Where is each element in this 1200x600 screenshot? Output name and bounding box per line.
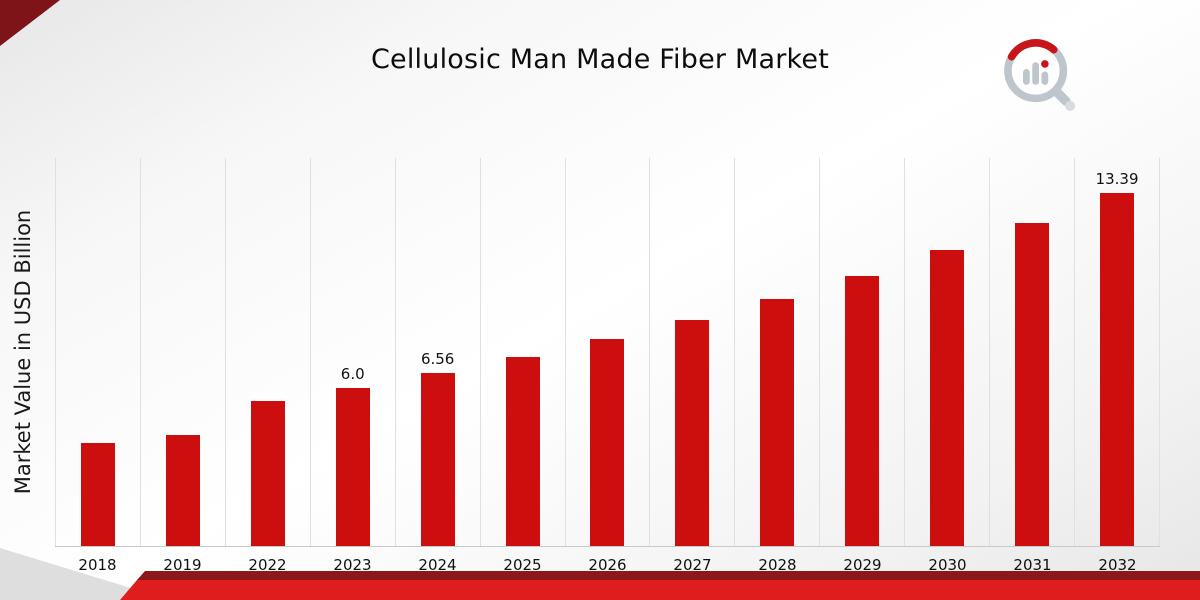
chart-column-2030: [904, 158, 989, 546]
bar-value-label-2023: 6.0: [340, 364, 365, 383]
x-tick-label-2024: 2024: [418, 556, 457, 574]
chart-column-2023: 6.0: [309, 158, 395, 546]
bar-2028: [760, 298, 795, 546]
x-tick-label-2031: 2031: [1013, 556, 1052, 574]
bottom-band-red: [120, 580, 1200, 600]
chart-title: Cellulosic Man Made Fiber Market: [370, 44, 830, 75]
chart-column-2031: [989, 158, 1074, 546]
chart-column-2027: [649, 158, 734, 546]
chart-column-2029: [819, 158, 904, 546]
x-axis-ticks: 2018 2019 2022 2023 2024 2025 2026 2027 2028 2029…: [55, 547, 1160, 574]
x-tick-label-2019: 2019: [163, 556, 202, 574]
x-tick-label-2032: 2032: [1098, 556, 1137, 574]
x-tick-label-2030: 2030: [928, 556, 967, 574]
bar-2031: [1015, 222, 1050, 546]
chart-column-2028: [734, 158, 819, 546]
x-tick-label-2029: 2029: [843, 556, 882, 574]
bar-2029: [845, 275, 880, 546]
x-tick-label-2026: 2026: [588, 556, 627, 574]
bar-value-label-2024: 6.56: [420, 349, 455, 368]
chart-column-2032: 13.39: [1074, 158, 1160, 546]
plot-area: 6.0 6.56 13.39: [55, 158, 1160, 547]
bar-2026: [590, 339, 625, 546]
bar-2030: [930, 250, 965, 546]
x-tick-label-2027: 2027: [673, 556, 712, 574]
bar-chart: 6.0 6.56 13.39 2018 2019 2022 2023 2024 2025 202…: [55, 158, 1160, 574]
x-tick-label-2028: 2028: [758, 556, 797, 574]
bar-2022: [250, 400, 285, 546]
chart-column-2024: 6.56: [394, 158, 480, 546]
bar-value-label-2032: 13.39: [1095, 169, 1139, 188]
bar-2023: 6.0: [335, 365, 370, 546]
bar-2018: [80, 443, 115, 546]
bar-2024: 6.56: [420, 350, 455, 546]
x-tick-label-2018: 2018: [78, 556, 117, 574]
y-axis-label-wrap: Market Value in USD Billion: [0, 158, 46, 546]
x-tick-label-2022: 2022: [248, 556, 287, 574]
chart-column-2022: [224, 158, 310, 546]
chart-column-2019: [139, 158, 225, 546]
y-axis-label: Market Value in USD Billion: [11, 209, 36, 495]
x-tick-label-2023: 2023: [333, 556, 372, 574]
bar-chart-magnifier-logo: [1004, 39, 1076, 111]
bottom-band-maroon: [137, 571, 1200, 580]
chart-column-2018: [55, 158, 140, 546]
corner-accent-triangle: [0, 0, 60, 46]
bar-2025: [505, 356, 540, 546]
chart-column-2025: [479, 158, 565, 546]
bar-2019: [165, 435, 200, 546]
bar-2032: 13.39: [1096, 170, 1138, 546]
bar-2027: [675, 319, 710, 546]
x-tick-label-2025: 2025: [503, 556, 542, 574]
chart-column-2026: [564, 158, 650, 546]
